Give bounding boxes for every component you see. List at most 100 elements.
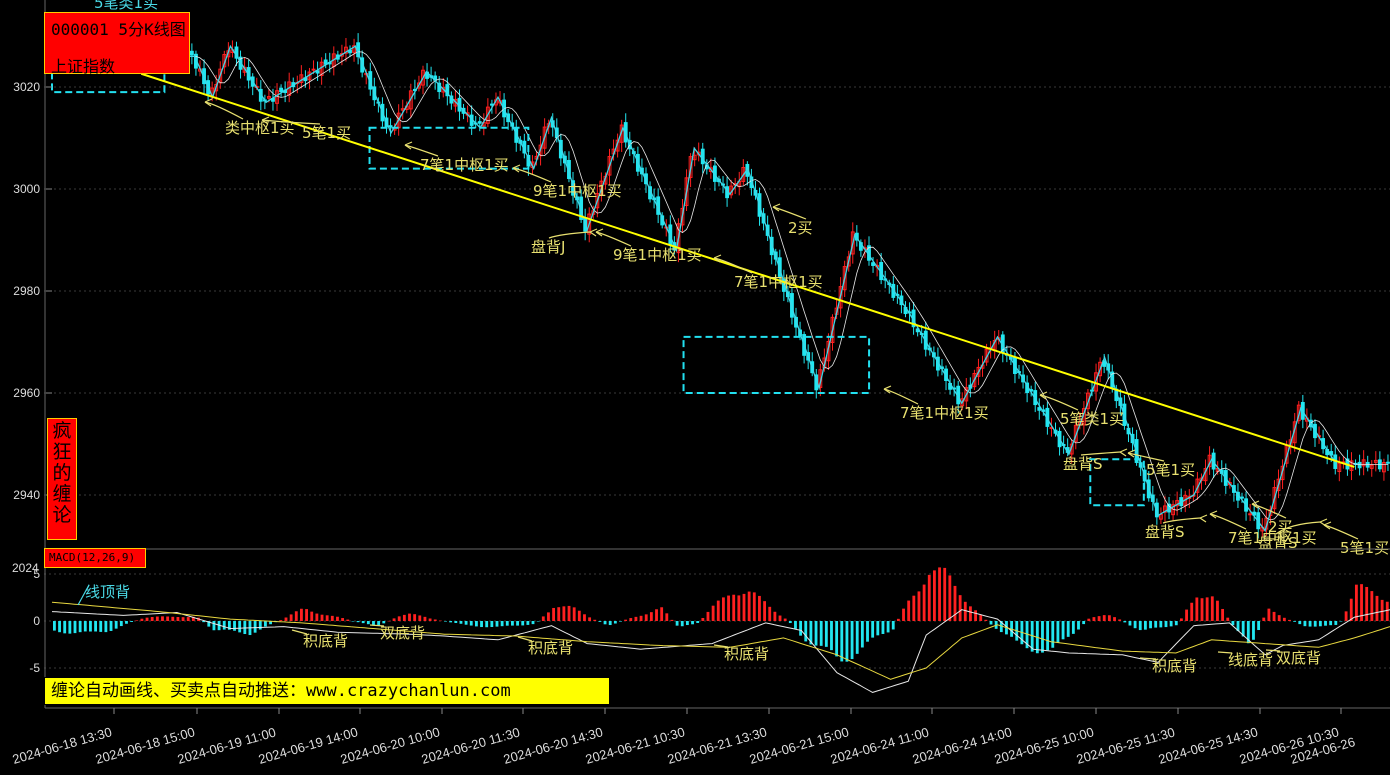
macd-histogram-bar bbox=[140, 618, 144, 621]
macd-histogram-bar bbox=[902, 608, 905, 621]
macd-histogram-bar bbox=[1071, 621, 1075, 634]
macd-histogram-bar bbox=[557, 607, 561, 621]
macd-histogram-bar bbox=[572, 607, 576, 621]
macd-histogram-bar bbox=[1046, 621, 1050, 651]
macd-histogram-bar bbox=[758, 595, 761, 621]
macd-histogram-bar bbox=[891, 621, 895, 630]
macd-histogram-bar bbox=[763, 601, 766, 621]
macd-tick-label: -5 bbox=[29, 661, 40, 675]
macd-histogram-bar bbox=[907, 600, 911, 621]
macd-histogram-bar bbox=[253, 621, 257, 633]
macd-histogram-bar bbox=[824, 621, 828, 647]
candle-body bbox=[708, 167, 713, 172]
macd-histogram-bar bbox=[1334, 621, 1338, 625]
macd-histogram-bar bbox=[814, 621, 818, 646]
macd-histogram-bar bbox=[1339, 621, 1343, 622]
arrow-head bbox=[1199, 514, 1208, 523]
annotation-arrow bbox=[713, 257, 753, 274]
macd-histogram-bar bbox=[1102, 615, 1106, 621]
macd-histogram-bar bbox=[485, 621, 489, 628]
macd-histogram-bar bbox=[1303, 621, 1307, 627]
macd-histogram-bar bbox=[1288, 619, 1291, 621]
macd-histogram-bar bbox=[202, 621, 206, 623]
macd-histogram-bar bbox=[835, 621, 839, 657]
macd-histogram-bar bbox=[830, 621, 833, 651]
macd-histogram-bar bbox=[881, 621, 885, 634]
buy-point-label: 盘背J bbox=[531, 238, 565, 256]
arrow-head bbox=[589, 228, 598, 237]
macd-histogram-bar bbox=[1066, 621, 1070, 637]
macd-histogram-bar bbox=[963, 601, 967, 621]
macd-histogram-bar bbox=[958, 595, 962, 621]
macd-histogram-bar bbox=[68, 621, 72, 634]
candle-body bbox=[607, 156, 612, 176]
candle-body bbox=[1369, 464, 1374, 469]
macd-histogram-bar bbox=[366, 621, 370, 625]
macd-histogram-bar bbox=[1267, 608, 1271, 621]
candle-body bbox=[1296, 404, 1301, 422]
candle-body bbox=[1373, 459, 1378, 463]
macd-histogram-bar bbox=[233, 621, 236, 631]
macd-histogram-bar bbox=[1282, 617, 1286, 621]
macd-histogram-bar bbox=[1118, 619, 1122, 621]
candle-body bbox=[842, 266, 847, 291]
arrow-head bbox=[713, 254, 722, 263]
macd-histogram-bar bbox=[500, 621, 504, 627]
macd-histogram-bar bbox=[845, 621, 849, 662]
macd-histogram-bar bbox=[1216, 600, 1219, 621]
buy-point-label: 5笔1买 bbox=[302, 124, 351, 142]
macd-histogram-bar bbox=[536, 621, 540, 622]
y-tick-label: 3000 bbox=[13, 182, 40, 196]
macd-histogram-bar bbox=[917, 591, 921, 621]
arrow-head bbox=[261, 116, 270, 125]
candle-body bbox=[1086, 392, 1090, 410]
macd-histogram-bar bbox=[1298, 621, 1302, 625]
macd-histogram-bar bbox=[356, 621, 360, 623]
macd-histogram-bar bbox=[1262, 617, 1266, 621]
macd-histogram-bar bbox=[387, 620, 391, 622]
macd-histogram-bar bbox=[454, 621, 458, 624]
candle-body bbox=[688, 156, 693, 178]
macd-histogram-bar bbox=[191, 616, 195, 621]
brand-char: 论 bbox=[52, 504, 72, 526]
macd-histogram-bar bbox=[989, 621, 993, 625]
title-badge: 000001 5分K线图 上证指数 bbox=[44, 12, 190, 76]
macd-histogram-bar bbox=[444, 621, 447, 622]
macd-annotation-arrow bbox=[713, 644, 729, 648]
macd-histogram-bar bbox=[1051, 621, 1055, 648]
macd-histogram-bar bbox=[876, 621, 880, 636]
annotation-arrow bbox=[261, 119, 321, 125]
candle-body bbox=[315, 70, 320, 74]
candle-body bbox=[976, 366, 981, 377]
macd-histogram-bar bbox=[89, 621, 92, 632]
annotation-arrow bbox=[1039, 394, 1079, 411]
macd-histogram-bar bbox=[1133, 621, 1137, 629]
macd-histogram-bar bbox=[691, 621, 694, 625]
buy-point-label: 盘背S bbox=[1145, 523, 1185, 541]
macd-histogram-bar bbox=[1370, 591, 1374, 621]
arrow-head bbox=[1209, 510, 1218, 519]
macd-histogram-bar bbox=[778, 615, 782, 621]
macd-histogram-bar bbox=[1082, 621, 1086, 625]
macd-histogram-bar bbox=[1077, 621, 1080, 630]
y-tick-label: 2940 bbox=[13, 488, 40, 502]
macd-histogram-bar bbox=[701, 617, 705, 621]
macd-histogram-bar bbox=[516, 621, 519, 626]
macd-histogram-bar bbox=[598, 621, 602, 622]
macd-histogram-bar bbox=[1138, 621, 1142, 631]
macd-histogram-bar bbox=[161, 616, 164, 621]
macd-histogram-bar bbox=[294, 611, 298, 621]
macd-histogram-bar bbox=[927, 574, 931, 621]
arrow-head bbox=[1127, 449, 1136, 458]
macd-histogram-bar bbox=[449, 621, 453, 623]
macd-histogram-bar bbox=[1360, 584, 1363, 621]
annotation-arrow bbox=[1275, 521, 1321, 535]
arrow-head bbox=[595, 228, 604, 237]
candle-body bbox=[599, 180, 604, 195]
promo-banner[interactable]: 缠论自动画线、买卖点自动推送：www.crazychanlun.com bbox=[44, 677, 610, 705]
macd-histogram-bar bbox=[799, 621, 803, 636]
macd-histogram-bar bbox=[922, 584, 926, 621]
macd-histogram-bar bbox=[1210, 596, 1214, 621]
annotation-arrow bbox=[1162, 517, 1201, 524]
